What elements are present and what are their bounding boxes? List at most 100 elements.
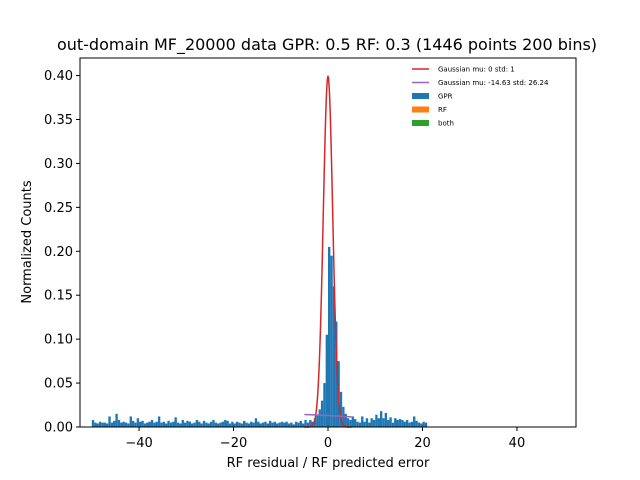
histogram-bar xyxy=(242,420,246,427)
histogram-bar xyxy=(235,421,239,427)
histogram-bar xyxy=(122,421,125,427)
histogram-bar xyxy=(387,419,390,427)
histogram-bar xyxy=(280,421,284,427)
histogram-bar xyxy=(91,419,95,427)
histogram-bar xyxy=(323,383,326,427)
histogram-bar xyxy=(124,422,128,427)
x-tick-label: −40 xyxy=(125,436,152,451)
histogram-bar xyxy=(313,418,317,427)
plot-area xyxy=(79,57,577,428)
histogram-bar xyxy=(309,419,312,427)
histogram-bar xyxy=(379,411,383,427)
histogram-bar xyxy=(415,420,418,427)
histogram-bar xyxy=(110,422,114,427)
y-tick-label: 0.10 xyxy=(44,333,73,348)
histogram-bar xyxy=(420,423,423,427)
histogram-bar xyxy=(335,321,338,427)
histogram-bar xyxy=(129,416,132,427)
histogram-bar xyxy=(283,422,286,427)
legend-label: Gaussian mu: 0 std: 1 xyxy=(438,66,515,74)
histogram-bar xyxy=(219,422,222,427)
histogram-bar xyxy=(259,423,262,427)
histogram-bar xyxy=(202,420,206,427)
y-tick-label: 0.05 xyxy=(44,377,73,392)
histogram-bar xyxy=(389,417,392,427)
histogram-bar xyxy=(141,420,144,427)
legend-label: both xyxy=(438,120,454,128)
histogram-bar xyxy=(131,420,135,427)
histogram-bar xyxy=(332,286,336,427)
histogram-bar xyxy=(193,422,196,427)
histogram-bar xyxy=(233,423,236,427)
histogram-bar xyxy=(146,422,149,427)
histogram-bar xyxy=(169,422,173,427)
histogram-bar xyxy=(212,419,215,427)
legend-label: RF xyxy=(438,106,447,114)
histogram-bar xyxy=(105,423,109,427)
histogram-bar xyxy=(413,416,416,427)
histogram-bar xyxy=(304,419,307,427)
histogram-bar xyxy=(394,418,397,427)
histogram-bar xyxy=(285,421,288,427)
histogram-bar xyxy=(365,418,369,427)
histogram-bar xyxy=(405,419,409,427)
histogram-bar xyxy=(150,419,154,427)
histogram-bar xyxy=(200,423,203,427)
y-tick-label: 0.35 xyxy=(44,113,73,128)
histogram-bar xyxy=(292,424,295,427)
histogram-bar xyxy=(179,423,182,427)
histogram-bar xyxy=(94,422,97,427)
histogram-bar xyxy=(98,421,102,427)
histogram-bar xyxy=(278,422,281,427)
y-tick-label: 0.30 xyxy=(44,157,73,172)
histogram-bar xyxy=(120,422,123,427)
histogram-bar xyxy=(228,423,232,427)
histogram-bar xyxy=(127,423,130,427)
histogram-bar xyxy=(113,420,116,427)
x-axis: −40 −20 0 20 40 xyxy=(125,427,525,451)
histogram-bar xyxy=(148,421,151,427)
x-tick-label: 0 xyxy=(324,436,332,451)
histogram-bar xyxy=(325,334,328,427)
histogram-bar xyxy=(358,422,362,427)
histogram-bar xyxy=(424,422,428,427)
histogram-bar xyxy=(318,409,321,427)
legend: Gaussian mu: 0 std: 1 Gaussian mu: -14.63… xyxy=(412,66,549,128)
histogram-bar xyxy=(375,414,378,427)
histogram-bar xyxy=(103,422,106,427)
y-tick-label: 0.40 xyxy=(44,69,73,84)
y-tick-label: 0.25 xyxy=(44,201,73,216)
histogram-bar xyxy=(403,421,406,427)
histogram-bar xyxy=(176,422,180,427)
histogram-bar xyxy=(353,419,357,427)
y-axis-label: Normalized Counts xyxy=(20,180,35,303)
histogram-bar xyxy=(297,422,300,427)
y-tick-label: 0.20 xyxy=(44,245,73,260)
histogram-bar xyxy=(136,418,140,427)
chart-title: out-domain MF_20000 data GPR: 0.5 RF: 0.… xyxy=(57,35,597,55)
histogram-bar xyxy=(401,419,404,427)
legend-patch-swatch xyxy=(412,93,429,99)
histogram-bar xyxy=(410,421,414,427)
y-axis: 0.00 0.05 0.10 0.15 0.20 0.25 0.30 0.35 0.40 xyxy=(44,69,80,436)
histogram-bar xyxy=(398,419,402,427)
histogram-bar xyxy=(139,421,142,427)
histogram-bar xyxy=(207,423,210,427)
histogram-bar xyxy=(183,422,187,427)
histogram-bar xyxy=(195,419,199,427)
histogram-bar xyxy=(153,422,156,427)
histogram-bar xyxy=(250,421,253,427)
gaussian-curve xyxy=(304,74,352,428)
histogram-bar xyxy=(384,412,388,427)
histogram-bar xyxy=(231,421,234,427)
histogram-bar xyxy=(245,422,248,427)
histogram-bar xyxy=(216,423,220,427)
histogram-bar xyxy=(108,416,111,427)
histogram-bar xyxy=(372,419,376,427)
histogram-bar xyxy=(186,420,189,427)
x-tick-label: 40 xyxy=(509,436,526,451)
histogram-bar xyxy=(174,417,177,427)
histogram-bar xyxy=(276,423,279,427)
histogram-bar xyxy=(240,423,243,427)
